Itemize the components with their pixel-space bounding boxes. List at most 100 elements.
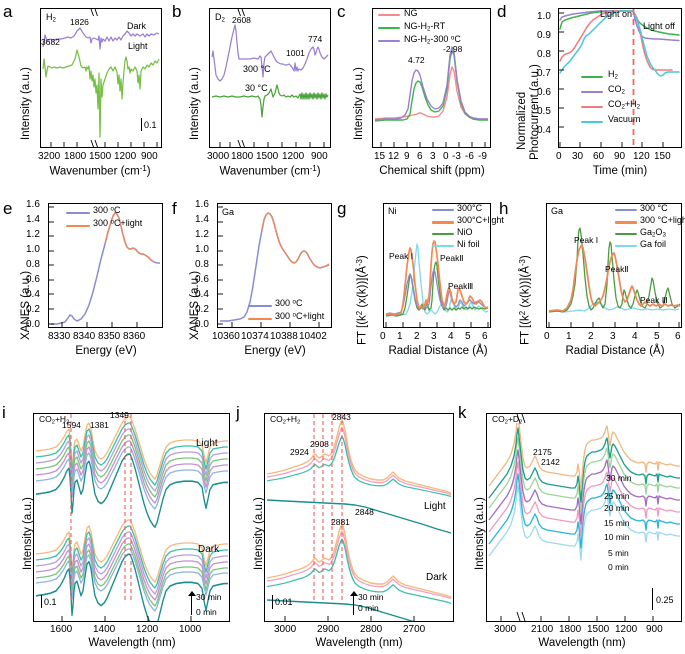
panel-h-legend-label-2: Ga2O3 <box>640 227 666 239</box>
panel-e-ytick-0p2: 0.2 <box>26 304 40 315</box>
panel-d-annotation-light-on: Light on <box>600 9 633 19</box>
panel-i-inset-title: CO2+H2 <box>39 414 70 426</box>
panel-c-legend-label-1: NG-H2-RT <box>404 21 446 33</box>
panel-b-xtick-4: 900 <box>311 151 328 162</box>
panel-e-ytick-0p8: 0.8 <box>26 259 40 270</box>
panel-f-plot <box>217 203 332 328</box>
panel-k-time-label-1: 25 min <box>604 491 630 501</box>
panel-f-ytick-1p4: 1.4 <box>195 214 209 225</box>
panel-a-xtick-3: 1200 <box>114 151 137 162</box>
panel-j-time-arrow-head <box>350 591 358 596</box>
panel-h-xtick-4: 4 <box>632 331 638 342</box>
panel-i-peak-1381: 1381 <box>90 420 109 430</box>
panel-j-xlabel: Wavelength (nm) <box>315 637 403 649</box>
panel-d-plot <box>558 8 682 148</box>
panel-c-legend-label-2: NG-H2-300 oC <box>404 34 461 46</box>
panel-i-scalebar-label: 0.1 <box>44 597 57 607</box>
panel-h-legend-line-3 <box>615 245 637 248</box>
panel-d-xtick-0: 0 <box>556 151 562 162</box>
panel-k-xtick-0: 3000 <box>494 624 517 635</box>
panel-k-peak-2175: 2175 <box>533 447 552 457</box>
panel-a-label-dark: Dark <box>127 21 147 31</box>
panel-d-ytick-0p7: 0.7 <box>537 68 551 79</box>
panel-g-ylabel: FT [(k2 (x(k))](Å-3) <box>355 255 369 345</box>
panel-f-legend-line-0 <box>248 305 272 308</box>
panel-e-legend-line-1 <box>66 225 90 228</box>
panel-h-ylabel: FT [(k2 (x(k))](Å-3) <box>518 255 532 345</box>
panel-f-xtick-2: 10388 <box>270 331 298 342</box>
panel-k-xtick-3: 1500 <box>587 624 610 635</box>
panel-a-xtick-4: 900 <box>141 151 158 162</box>
panel-k-time-label-2: 20 min <box>604 503 630 513</box>
panel-g-xlabel: Radial Distance (Å) <box>388 345 488 357</box>
panel-d-xlabel: Time (min) <box>592 165 648 177</box>
panel-k-scalebar <box>652 588 654 610</box>
panel-b-ylabel: Intensity (a.u.) <box>189 67 201 140</box>
panel-f-legend-label-0: 300 oC <box>275 298 303 308</box>
panel-f-ytick-1p6: 1.6 <box>195 199 209 210</box>
panel-e-xtick-0: 8330 <box>48 331 71 342</box>
panel-h-peak-3: Peak Ⅲ <box>640 295 668 305</box>
panel-j-scalebar <box>272 595 274 609</box>
panel-a-peak-3682: 3682 <box>41 37 60 47</box>
panel-e-xlabel: Energy (eV) <box>75 345 137 357</box>
panel-h-xtick-2: 2 <box>588 331 594 342</box>
panel-c-xtick-0: 15 <box>374 151 386 162</box>
panel-i-time-bottom: 0 min <box>196 607 217 617</box>
panel-f-xtick-1: 10374 <box>241 331 269 342</box>
panel-c-xtick-5: 0 <box>443 151 449 162</box>
panel-b-xtick-0: 3000 <box>207 151 230 162</box>
panel-e-legend-line-0 <box>66 212 90 215</box>
panel-e-ytick-1p0: 1.0 <box>26 244 40 255</box>
panel-i-xtick-3: 1000 <box>179 624 202 635</box>
panel-j-inset-title: CO2+H2 <box>270 414 301 426</box>
panel-k-xtick-5: 900 <box>646 624 663 635</box>
panel-d-xtick-5: 150 <box>654 151 671 162</box>
panel-i-time-top: 30 min <box>196 592 222 602</box>
panel-g-xtick-2: 2 <box>414 331 420 342</box>
panel-e-xtick-2: 8350 <box>98 331 121 342</box>
panel-b-label-300C: 300 °C <box>243 64 271 74</box>
panel-h-legend-line-0 <box>615 209 637 212</box>
panel-a-xtick-2: 1500 <box>89 151 112 162</box>
panel-c-xtick-3: 6 <box>417 151 423 162</box>
panel-f-inset-title: Ga <box>222 207 235 217</box>
panel-g-legend-label-3: Ni foil <box>457 239 480 249</box>
panel-j-xtick-3: 2700 <box>403 624 426 635</box>
panel-i-label-light: Light <box>196 438 218 449</box>
panel-c-peak-4p72: 4.72 <box>408 55 425 65</box>
panel-k-inset-title: CO2+D2 <box>492 414 523 426</box>
panel-g-label: g <box>337 199 347 218</box>
panel-g-xtick-5: 5 <box>465 331 471 342</box>
panel-c-xtick-7: -6 <box>465 151 474 162</box>
panel-i-time-arrow <box>191 595 193 615</box>
panel-h-xlabel: Radial Distance (Å) <box>565 345 665 357</box>
panel-e-legend-label-1: 300 oC+light <box>93 218 143 228</box>
panel-k-scalebar-label: 0.25 <box>656 595 674 605</box>
panel-k-xtick-2: 1800 <box>559 624 582 635</box>
panel-h-xtick-3: 3 <box>610 331 616 342</box>
panel-a-label-light: Light <box>128 41 148 51</box>
panel-j-peak-2924: 2924 <box>290 447 309 457</box>
panel-b-xtick-3: 1200 <box>282 151 305 162</box>
panel-h-peak-1: Peak I <box>574 235 599 245</box>
panel-b-xtick-2: 1500 <box>256 151 279 162</box>
panel-i-peak-1349: 1349 <box>110 410 129 420</box>
panel-j-scalebar-label: 0.01 <box>275 597 293 607</box>
panel-f-ytick-0p2: 0.2 <box>195 304 209 315</box>
panel-b-peak-1001: 1001 <box>286 48 305 58</box>
panel-d-ytick-0p8: 0.8 <box>537 49 551 60</box>
panel-h-xtick-1: 1 <box>566 331 572 342</box>
panel-a-peak-1826: 1826 <box>70 17 89 27</box>
panel-c-peak-neg2p98: -2.98 <box>443 44 463 54</box>
panel-k-plot <box>486 413 682 622</box>
panel-f-ytick-0p8: 0.8 <box>195 259 209 270</box>
panel-e-ytick-1p2: 1.2 <box>26 229 40 240</box>
panel-f-legend-label-1: 300 oC+light <box>275 311 325 321</box>
panel-f-ytick-0p4: 0.4 <box>195 289 209 300</box>
panel-c-xtick-2: 9 <box>404 151 410 162</box>
panel-d-ytick-0p9: 0.9 <box>537 30 551 41</box>
panel-d-legend-line-3 <box>581 121 603 124</box>
panel-f-xtick-3: 10402 <box>299 331 327 342</box>
panel-i-peak-1594: 1594 <box>62 420 81 430</box>
